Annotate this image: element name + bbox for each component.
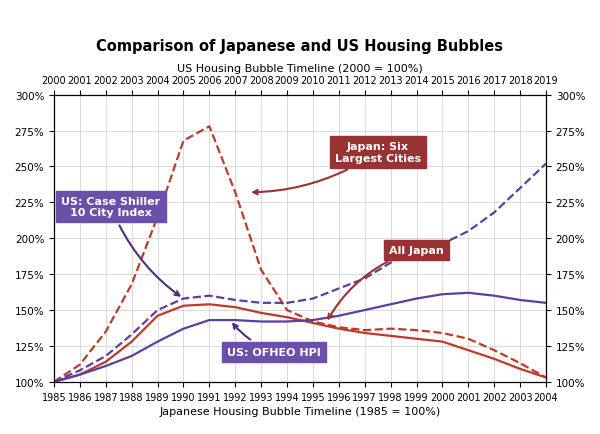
Text: US: OFHEO HPI: US: OFHEO HPI — [227, 324, 321, 357]
X-axis label: Japanese Housing Bubble Timeline (1985 = 100%): Japanese Housing Bubble Timeline (1985 =… — [160, 406, 440, 416]
X-axis label: US Housing Bubble Timeline (2000 = 100%): US Housing Bubble Timeline (2000 = 100%) — [177, 64, 423, 74]
Text: US: Case Shiller
10 City Index: US: Case Shiller 10 City Index — [61, 197, 179, 296]
Title: Comparison of Japanese and US Housing Bubbles: Comparison of Japanese and US Housing Bu… — [97, 39, 503, 54]
Text: Japan: Six
Largest Cities: Japan: Six Largest Cities — [253, 142, 421, 195]
Text: All Japan: All Japan — [328, 245, 444, 319]
